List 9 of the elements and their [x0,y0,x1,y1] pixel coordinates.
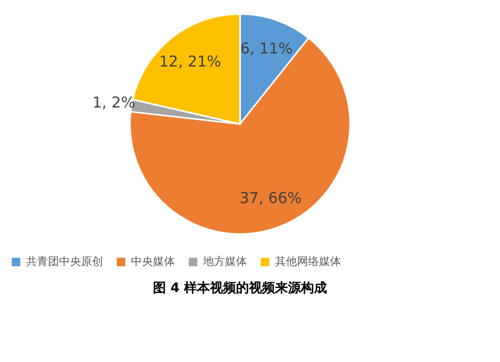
text: 图 4 样本视频的视频来源构成 [152,280,328,296]
data-label: 6, 11% [240,39,293,58]
data-label: 12, 21% [159,52,222,70]
data-label: 1, 2% [92,94,136,112]
legend-label: 共青团中央原创 [26,255,103,268]
legend-label: 中央媒体 [131,255,175,268]
legend-label: 其他网络媒体 [275,255,341,268]
data-label: 37, 66% [240,188,302,207]
legend-label: 地方媒体 [202,255,247,268]
